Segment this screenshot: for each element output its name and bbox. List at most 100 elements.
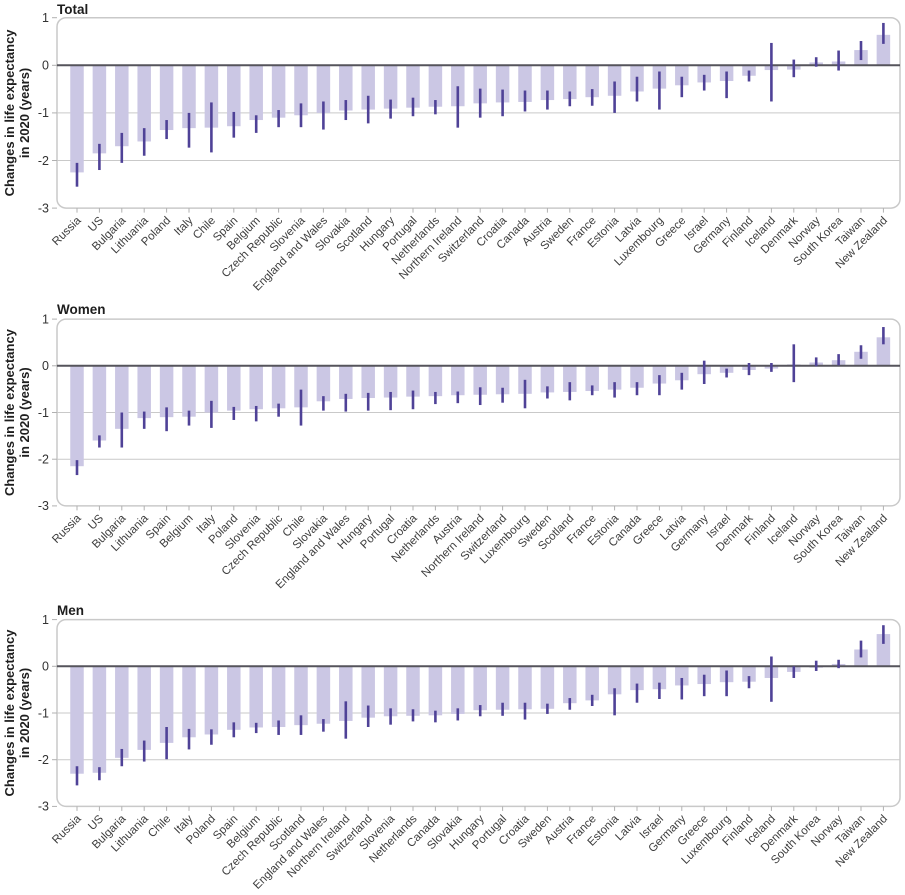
bar-northern-ireland — [451, 65, 465, 107]
bar-england-and-wales — [316, 666, 331, 724]
bar-hungary — [383, 65, 398, 109]
bars-women — [70, 337, 891, 467]
bar-bulgaria — [115, 666, 129, 758]
bar-estonia — [607, 666, 622, 695]
bar-croatia — [495, 65, 510, 103]
bar-portugal — [383, 365, 398, 398]
bar-canada — [518, 65, 532, 102]
bar-us — [92, 365, 107, 441]
bar-france — [585, 365, 599, 392]
bar-austria — [540, 65, 555, 101]
y-tick-label: -3 — [38, 201, 49, 215]
bar-us — [92, 65, 107, 154]
bar-new-zealand — [876, 34, 891, 66]
y-axis-label: Changes in life expectancyin 2020 (years… — [2, 328, 32, 496]
bar-new-zealand — [876, 634, 891, 667]
bars-total — [70, 34, 891, 173]
bar-czech-republic — [271, 666, 286, 728]
bar-canada — [630, 365, 644, 388]
y-tick-label: 1 — [42, 312, 49, 326]
bar-russia — [70, 666, 84, 774]
bar-greece — [675, 65, 689, 86]
bar-northern-ireland — [339, 666, 353, 721]
bar-bulgaria — [115, 365, 129, 429]
y-tick-label: -1 — [38, 706, 49, 720]
bar-poland — [204, 666, 219, 735]
bar-lithuania — [137, 65, 151, 142]
bar-austria — [563, 666, 577, 704]
y-tick-label: 0 — [42, 359, 49, 373]
bar-italy — [182, 65, 196, 129]
y-tick-label: 0 — [42, 660, 49, 674]
chart-title-women: Women — [57, 302, 106, 317]
bar-poland — [159, 65, 174, 131]
bar-switzerland — [361, 666, 375, 718]
bar-israel — [697, 65, 711, 83]
bar-chile — [159, 666, 174, 743]
y-tick-label: -3 — [38, 499, 49, 513]
bar-switzerland — [495, 365, 510, 395]
bar-northern-ireland — [473, 365, 487, 395]
y-axis-label: Changes in life expectancyin 2020 (years… — [2, 29, 32, 197]
bar-lithuania — [137, 666, 151, 750]
bar-bulgaria — [115, 65, 129, 147]
y-tick-label: -2 — [38, 753, 49, 767]
bar-czech-republic — [271, 365, 286, 409]
y-tick-label: 1 — [42, 11, 49, 25]
bar-israel — [652, 666, 667, 690]
bar-hungary — [473, 666, 487, 711]
bar-russia — [70, 65, 84, 173]
bar-slovakia — [339, 65, 353, 111]
bar-france — [585, 65, 599, 98]
bar-czech-republic — [271, 65, 286, 118]
x-tick-label: Russia — [50, 512, 84, 546]
bar-netherlands — [428, 365, 443, 397]
error-bars-women — [75, 327, 885, 476]
bar-belgium — [249, 666, 263, 728]
bar-russia — [70, 365, 84, 467]
bar-poland — [227, 365, 241, 411]
bar-sweden — [540, 365, 555, 393]
bar-scotland — [294, 666, 308, 726]
bar-slovenia — [294, 65, 308, 116]
bar-germany — [675, 666, 689, 686]
chart-title-total: Total — [57, 2, 88, 17]
bar-lithuania — [137, 365, 151, 419]
bar-switzerland — [473, 65, 487, 104]
bar-spain — [227, 65, 241, 127]
bar-belgium — [249, 65, 263, 121]
chart-title-men: Men — [57, 603, 84, 618]
bar-us — [92, 666, 107, 773]
bar-estonia — [607, 65, 622, 96]
bar-hungary — [361, 365, 375, 399]
y-axis-label: Changes in life expectancyin 2020 (years… — [2, 629, 32, 797]
x-tick-label: Latvia — [613, 813, 644, 844]
bar-latvia — [630, 666, 644, 691]
bar-italy — [204, 365, 219, 413]
bar-canada — [428, 666, 443, 716]
error-bars-total — [75, 22, 885, 187]
bar-netherlands — [406, 666, 420, 716]
bar-netherlands — [428, 65, 443, 107]
bar-spain — [159, 365, 174, 418]
bar-portugal — [495, 666, 510, 710]
bar-croatia — [406, 365, 420, 397]
bar-sweden — [563, 65, 577, 100]
bar-france — [585, 666, 599, 701]
bar-slovakia — [316, 365, 331, 402]
y-tick-label: -1 — [38, 106, 49, 120]
bar-taiwan — [854, 649, 868, 667]
bar-greece — [652, 365, 667, 384]
bar-scotland — [361, 65, 375, 110]
bar-slovenia — [249, 365, 263, 410]
bar-austria — [451, 365, 465, 396]
error-bars-men — [75, 625, 885, 786]
bar-chile — [294, 365, 308, 408]
y-tick-label: -2 — [38, 453, 49, 467]
bars-men — [70, 634, 891, 774]
